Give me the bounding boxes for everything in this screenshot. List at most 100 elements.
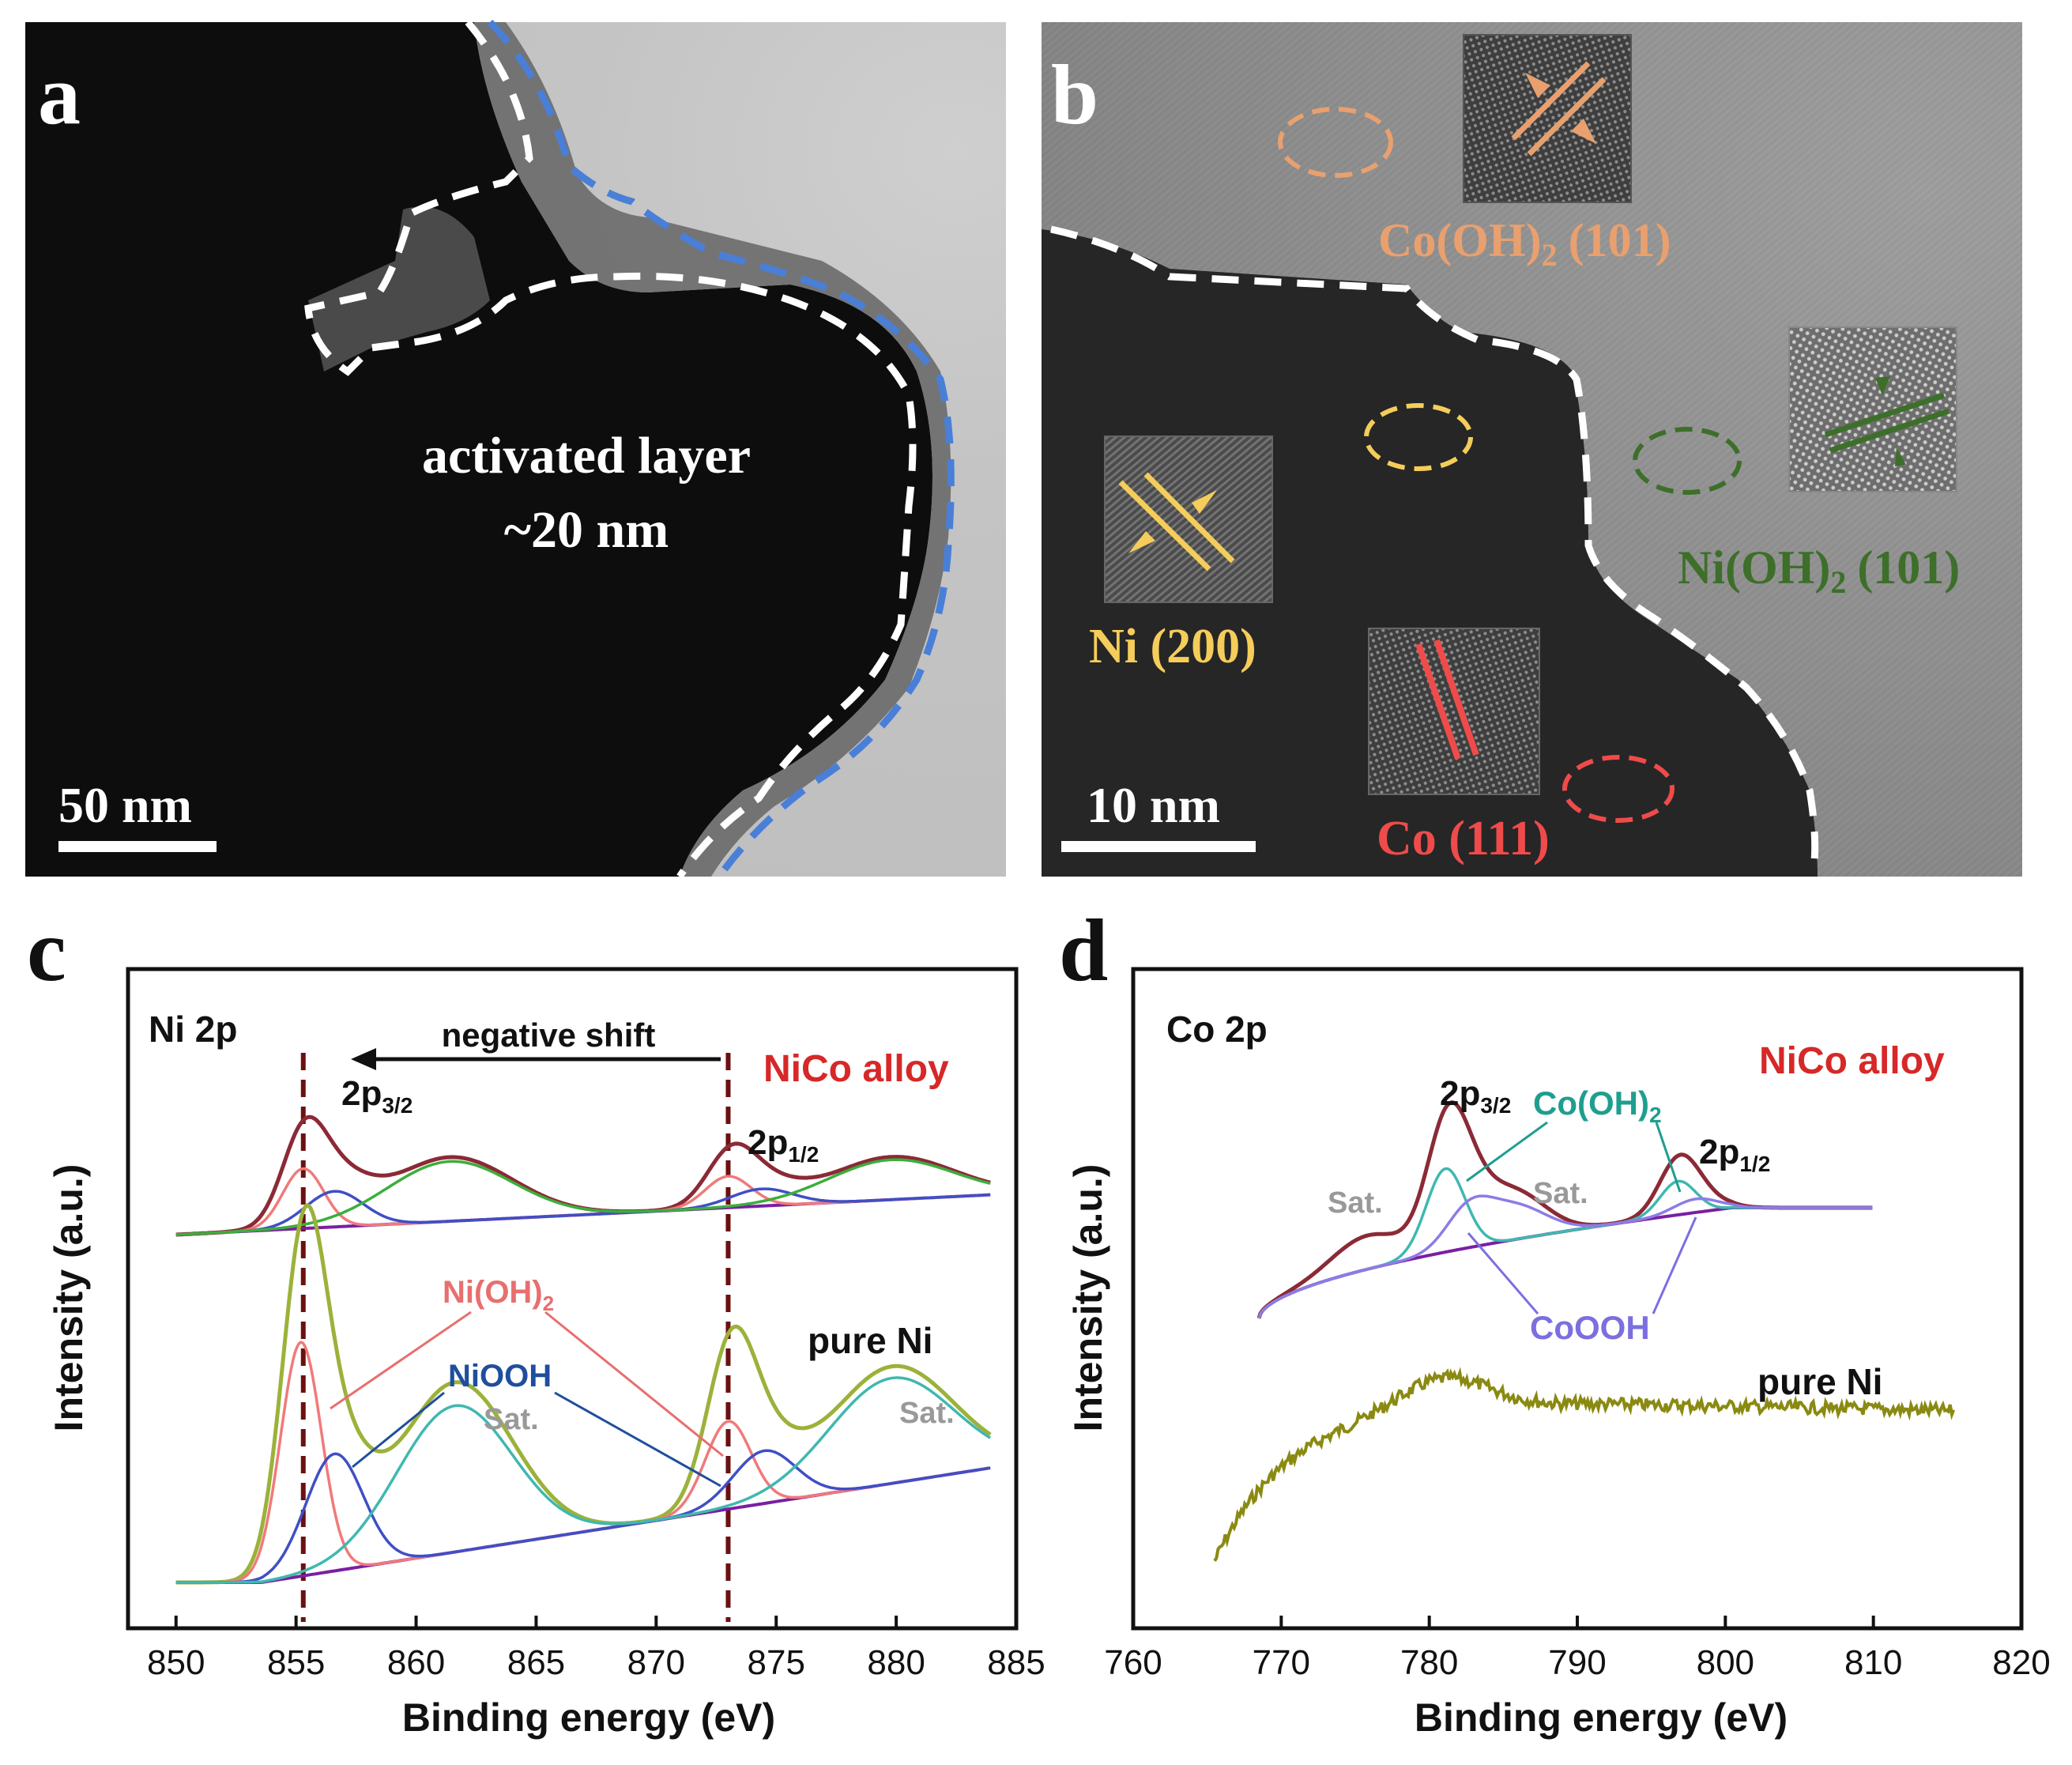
panel-d-title: Co 2p [1166,1009,1268,1050]
panel-c-sat-label-2: Sat. [899,1397,955,1430]
panel-b-co-oh2-fringe-2 [1527,77,1607,157]
panel-a-activated-layer-band [474,22,951,877]
panel-c-2p12-sub: 1/2 [788,1142,819,1167]
panel-b-ni-oh2-fringe-2 [1829,408,1950,454]
panel-d-sat-label-1: Sat. [1328,1186,1383,1220]
x-tick-label: 865 [507,1643,565,1682]
panel-b-ni-fringe-1 [1118,480,1211,571]
panel-b-ni-oh2-sub: 2 [1830,564,1846,600]
panel-c-negative-shift-label: negative shift [442,1016,656,1054]
panel-b-ni-oh2-arrow-2 [1895,447,1906,466]
x-tick-label: 855 [267,1643,325,1682]
x-tick-label: 880 [867,1643,925,1682]
panel-b-ni-oh2-fringe-1 [1824,392,1946,438]
panel-b-ni-oh2-text: Ni(OH) [1678,541,1830,594]
panel-b-ni-label: Ni (200) [1089,620,1256,673]
panel-b-co-fringe-2 [1433,639,1479,756]
panel-b-ni-oh2-label: Ni(OH)2 (101) [1678,541,1960,600]
panel-a-annotation-line1: activated layer [422,427,751,485]
panel-d-co-oh2-label: Co(OH)2 [1533,1084,1662,1127]
panel-b-ni-arrow-2 [1128,531,1155,553]
panel-c-ni-oh2-sub: 2 [543,1292,554,1315]
panel-a-annotation-line2: ~20 nm [504,501,669,559]
series-pure-ni-sat- [175,1376,992,1584]
panel-c-niooh-label: NiOOH [448,1359,552,1394]
panel-c-2p32-label: 2p3/2 [341,1074,413,1118]
panel-d-ylabel: Intensity (a.u.) [1066,1164,1110,1432]
panel-a-protrusion [308,206,490,371]
panel-d-2p32-sub: 3/2 [1480,1093,1511,1118]
panel-a: a activated layer ~20 nm 50 nm [25,19,1006,879]
panel-c-2p12-label: 2p1/2 [748,1123,819,1167]
panel-d-sat-label-2: Sat. [1533,1177,1588,1210]
panel-c-ylabel: Intensity (a.u.) [47,1164,91,1432]
panel-b-ni-oh2-plane: (101) [1857,541,1960,594]
panel-c-ni-oh2-leader-right [544,1311,724,1458]
panel-c-reference-lines [300,1053,731,1622]
x-tick-label: 850 [147,1643,205,1682]
panel-a-blue-dashed-boundary [487,19,955,879]
panel-d-cooh-label: CoOOH [1530,1309,1650,1346]
panel-b-co-oh2-arrow-1 [1525,73,1550,98]
panel-c-x-axis-ticks: 850 855 860 865 870 875 880 885 [147,1616,1045,1682]
panel-b-orange-ellipse [1278,107,1393,178]
panel-b-letter: b [1051,48,1098,142]
panel-d-cooh-leader-left [1467,1232,1539,1314]
panel-b-scale-bar-label: 10 nm [1087,777,1220,833]
panel-d-curves [1213,1100,1956,1562]
panel-b-ni-oh2-arrow-1 [1875,376,1890,395]
panel-b-co-label: Co (111) [1377,812,1550,866]
panel-b-red-ellipse [1562,755,1675,823]
x-tick-label: 860 [387,1643,445,1682]
panel-a-particle [25,22,932,877]
panel-d-x-axis-ticks: 760 770 780 790 800 810 820 [1104,1616,2051,1682]
panel-d-co-oh2-leader-left [1466,1121,1548,1182]
panel-d-alloy-legend: NiCo alloy [1759,1040,1945,1082]
series-nico-sat- [175,1158,991,1236]
panel-b-ni-fringe-2 [1143,472,1235,564]
x-tick-label: 780 [1400,1643,1458,1682]
panel-d-pure-legend: pure Ni [1757,1361,1882,1402]
series-pure-ni-envelope [175,1203,992,1585]
panel-c: c Ni 2p Intensity (a.u.) Binding energy … [27,902,1045,1740]
panel-a-scale-bar [58,841,217,852]
x-tick-label: 870 [627,1643,685,1682]
panel-b-co-oh2-arrow-2 [1571,119,1596,144]
panel-c-ni-oh2-label: Ni(OH)2 [443,1275,554,1315]
series-nico-niooh [175,1187,991,1236]
panel-c-title: Ni 2p [149,1009,237,1050]
panel-d: d Co 2p Intensity (a.u.) Binding energy … [1059,902,2051,1740]
panel-b-yellow-ellipse [1364,403,1473,471]
x-tick-label: 790 [1548,1643,1606,1682]
panel-d-cooh-leader-right [1652,1216,1697,1314]
panel-c-2p12-main: 2p [748,1123,788,1162]
series-nico-alloy-envelope [175,1114,991,1237]
panel-c-ni-oh2-main: Ni(OH) [443,1275,543,1310]
panel-c-ni-oh2-leader-left [330,1311,472,1410]
panel-b-co-oh2-fringe-1 [1511,61,1591,141]
series-coooh [1257,1194,1873,1319]
panel-c-2p32-main: 2p [341,1074,382,1113]
panel-d-co-oh2-leader-right [1655,1122,1682,1193]
panel-b-co-oh2-label: Co(OH)2 (101) [1378,214,1671,273]
x-tick-label: 820 [1992,1643,2050,1682]
panel-b-co-oh2-inset [1463,34,1632,203]
x-tick-label: 875 [748,1643,805,1682]
x-tick-label: 760 [1104,1643,1162,1682]
panel-b-co-oh2-sub: 2 [1542,237,1558,273]
panel-c-sat-label-1: Sat. [484,1403,539,1436]
panel-c-curves [175,1114,992,1585]
panel-d-2p12-main: 2p [1699,1133,1739,1171]
panel-a-white-dashed-boundary [304,20,917,879]
panel-b-dark-core [1042,229,1818,877]
baseline-alloy [1257,1206,1872,1319]
panel-b: b Co(OH)2 (101) Ni(OH)2 (101) Ni (200) Co … [1042,22,2022,877]
panel-c-niooh-leader-left [352,1391,445,1469]
panel-c-2p32-sub: 3/2 [382,1093,413,1118]
x-tick-label: 810 [1844,1643,1902,1682]
panel-d-co-oh2-main: Co(OH) [1533,1084,1649,1122]
panel-b-co-oh2-plane: (101) [1569,214,1671,266]
x-tick-label: 770 [1253,1643,1310,1682]
panel-c-alloy-legend: NiCo alloy [763,1048,949,1090]
x-tick-label: 885 [987,1643,1045,1682]
